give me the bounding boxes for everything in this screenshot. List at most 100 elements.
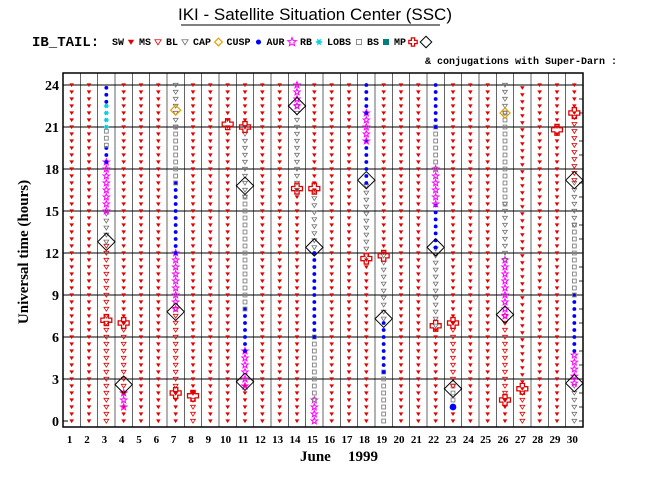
y-tick-label: 15 bbox=[45, 205, 59, 220]
point-sw bbox=[121, 419, 126, 424]
point-bl bbox=[103, 225, 110, 231]
point-sw bbox=[156, 230, 161, 235]
legend-symbol-sd bbox=[419, 35, 433, 49]
marker-mp bbox=[446, 316, 460, 330]
point-ms bbox=[449, 369, 457, 375]
point-sw bbox=[346, 391, 352, 396]
point-sw bbox=[208, 286, 213, 291]
point-sw bbox=[554, 118, 560, 123]
point-cusp bbox=[381, 370, 386, 374]
point-ms bbox=[501, 369, 509, 375]
point-lobs bbox=[311, 397, 317, 403]
point-sw bbox=[537, 405, 542, 410]
point-bl bbox=[311, 231, 318, 237]
point-sw bbox=[485, 328, 490, 333]
point-lobs bbox=[173, 138, 179, 144]
point-cusp bbox=[364, 160, 369, 164]
point-bl bbox=[380, 316, 387, 322]
x-tick-label: 23 bbox=[446, 434, 458, 446]
point-sw bbox=[138, 160, 144, 165]
point-sw bbox=[156, 279, 161, 284]
point-sw bbox=[156, 125, 161, 130]
point-sw bbox=[329, 104, 334, 109]
point-sw bbox=[277, 405, 282, 410]
point-sw bbox=[156, 174, 161, 179]
point-sw bbox=[416, 153, 421, 158]
point-sw bbox=[468, 202, 473, 207]
point-sw bbox=[277, 160, 282, 165]
point-cusp bbox=[312, 265, 317, 269]
point-sw bbox=[277, 321, 282, 326]
point-sw bbox=[242, 118, 248, 123]
point-sw bbox=[485, 286, 490, 291]
legend-label-cusp: CUSP bbox=[227, 38, 251, 49]
point-sw bbox=[433, 356, 438, 361]
point-sw bbox=[381, 209, 386, 214]
point-ms bbox=[189, 418, 197, 424]
point-sw bbox=[225, 412, 230, 417]
point-sw bbox=[294, 356, 300, 361]
point-lobs bbox=[242, 229, 248, 235]
marker-sd bbox=[114, 375, 134, 394]
point-sw bbox=[554, 370, 560, 375]
point-lobs bbox=[381, 383, 387, 389]
point-sw bbox=[277, 125, 282, 130]
point-sw bbox=[277, 377, 282, 382]
point-lobs bbox=[242, 222, 248, 228]
point-bl bbox=[380, 288, 387, 294]
point-ms bbox=[103, 285, 110, 291]
point-sw bbox=[121, 83, 126, 88]
point-ms bbox=[172, 313, 179, 319]
point-sw bbox=[294, 384, 300, 389]
point-bl bbox=[501, 236, 509, 242]
point-sw bbox=[416, 174, 421, 179]
point-lobs bbox=[433, 145, 439, 151]
point-sw bbox=[381, 160, 386, 165]
point-sw bbox=[277, 90, 282, 95]
point-sw bbox=[121, 321, 126, 326]
point-sw bbox=[554, 237, 560, 242]
point-bl bbox=[363, 239, 370, 245]
point-aur bbox=[309, 409, 319, 418]
point-bl bbox=[293, 187, 301, 193]
point-sw bbox=[381, 167, 386, 172]
point-sw bbox=[260, 181, 265, 186]
point-bl bbox=[241, 124, 249, 130]
point-aur bbox=[431, 199, 441, 208]
point-sw bbox=[433, 412, 438, 417]
point-sw bbox=[190, 314, 196, 319]
point-sw bbox=[329, 83, 334, 88]
point-sw bbox=[190, 363, 196, 368]
point-sw bbox=[260, 139, 265, 144]
point-sw bbox=[277, 272, 282, 277]
marker-mp bbox=[221, 118, 234, 131]
point-sw bbox=[416, 349, 421, 354]
point-sw bbox=[468, 83, 473, 88]
point-sw bbox=[381, 174, 386, 179]
point-cusp bbox=[364, 174, 369, 178]
point-sw bbox=[364, 328, 369, 333]
point-sw bbox=[450, 153, 456, 158]
point-lobs bbox=[381, 397, 387, 403]
point-sw bbox=[277, 370, 282, 375]
point-sw bbox=[138, 377, 144, 382]
point-sw bbox=[485, 223, 490, 228]
point-sw bbox=[225, 90, 230, 95]
point-sw bbox=[138, 125, 144, 130]
point-sw bbox=[121, 118, 126, 123]
point-sw bbox=[294, 370, 300, 375]
day-column-8 bbox=[186, 83, 200, 424]
point-sw bbox=[520, 114, 525, 118]
point-sw bbox=[225, 188, 230, 193]
point-sw bbox=[242, 90, 248, 95]
point-sw bbox=[485, 146, 490, 151]
point-sw bbox=[260, 307, 265, 312]
point-ms bbox=[571, 164, 578, 170]
point-ms bbox=[120, 320, 127, 326]
marker-mp bbox=[568, 106, 581, 120]
point-sw bbox=[225, 83, 230, 88]
point-sw bbox=[121, 237, 126, 242]
point-sw bbox=[329, 342, 334, 347]
point-sw bbox=[138, 104, 144, 109]
point-ms bbox=[449, 362, 457, 368]
